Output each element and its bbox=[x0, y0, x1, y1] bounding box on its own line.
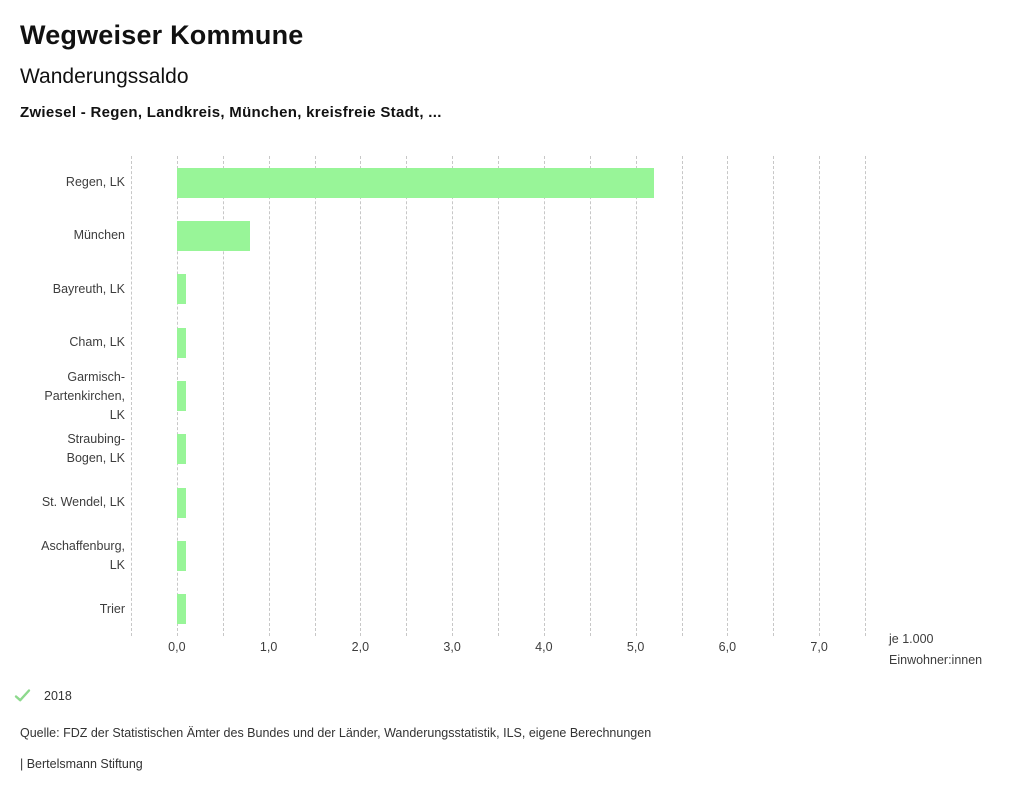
grid-line bbox=[865, 156, 866, 636]
x-tick-label: 2,0 bbox=[351, 640, 370, 654]
category-axis-labels: Regen, LK München Bayreuth, LK Cham, LK Garm… bbox=[0, 156, 125, 636]
category-label: Trier bbox=[99, 601, 125, 616]
grid-line bbox=[819, 156, 821, 636]
category-label: München bbox=[73, 228, 125, 243]
bar[interactable] bbox=[176, 487, 187, 518]
value-axis-ticks: 0,0 1,0 2,0 3,0 4,0 5,0 6,0 7,0 bbox=[131, 640, 911, 658]
branding-text: | Bertelsmann Stiftung bbox=[20, 757, 143, 771]
x-tick-label: 7,0 bbox=[810, 640, 828, 654]
grid-line bbox=[727, 156, 729, 636]
value-axis-unit-label: je 1.000 Einwohner:innen bbox=[889, 632, 983, 667]
app-title: Wegweiser Kommune bbox=[20, 20, 304, 50]
bar[interactable] bbox=[176, 221, 251, 251]
x-tick-label: 4,0 bbox=[535, 640, 553, 654]
bar[interactable] bbox=[176, 381, 187, 411]
grid-line bbox=[360, 156, 362, 636]
legend-item-2018[interactable]: 2018 bbox=[14, 687, 72, 704]
chart-title: Wanderungssaldo bbox=[20, 65, 189, 88]
x-tick-label: 0,0 bbox=[168, 640, 186, 654]
legend-label: 2018 bbox=[44, 688, 72, 703]
category-label: Aschaffenburg, LK bbox=[41, 538, 125, 572]
grid-line bbox=[222, 156, 224, 636]
category-label: Straubing- Bogen, LK bbox=[66, 432, 125, 466]
plot-area bbox=[131, 156, 866, 636]
category-label: St. Wendel, LK bbox=[41, 495, 125, 510]
grid-line bbox=[268, 156, 270, 636]
chart-subtitle: Zwiesel - Regen, Landkreis, München, kre… bbox=[20, 104, 442, 121]
category-label: Bayreuth, LK bbox=[52, 281, 125, 296]
category-label: Regen, LK bbox=[65, 175, 125, 190]
grid-line bbox=[131, 156, 132, 636]
check-icon bbox=[14, 689, 31, 702]
category-label: Garmisch- Partenkirchen, LK bbox=[44, 369, 125, 422]
bar[interactable] bbox=[176, 434, 187, 465]
bar[interactable] bbox=[176, 594, 187, 625]
bar[interactable] bbox=[176, 274, 187, 305]
grid-line bbox=[543, 156, 545, 636]
bar[interactable] bbox=[176, 327, 187, 358]
grid-line bbox=[452, 156, 454, 636]
grid-line bbox=[406, 156, 408, 636]
source-text: Quelle: FDZ der Statistischen Ämter des … bbox=[20, 726, 652, 740]
grid-line bbox=[498, 156, 499, 636]
category-label: Cham, LK bbox=[69, 335, 125, 350]
x-tick-label: 6,0 bbox=[718, 640, 737, 654]
bar[interactable] bbox=[176, 167, 654, 198]
x-tick-label: 3,0 bbox=[443, 640, 461, 654]
grid-line bbox=[314, 156, 316, 636]
x-tick-label: 5,0 bbox=[626, 640, 645, 654]
grid-line bbox=[635, 156, 637, 636]
bar[interactable] bbox=[176, 541, 187, 571]
grid-line bbox=[589, 156, 591, 636]
grid-line bbox=[773, 156, 775, 636]
x-tick-label: 1,0 bbox=[259, 640, 278, 654]
grid-line bbox=[681, 156, 683, 636]
